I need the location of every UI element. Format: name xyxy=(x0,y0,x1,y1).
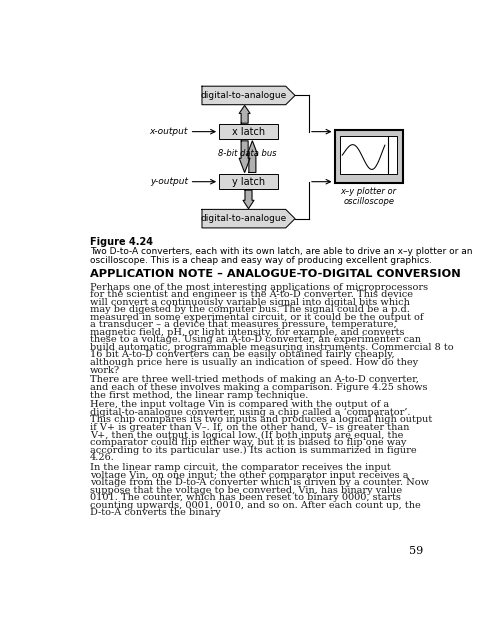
Text: There are three well-tried methods of making an A-to-D converter,: There are three well-tried methods of ma… xyxy=(90,375,418,384)
Text: if V+ is greater than V–. If, on the other hand, V– is greater than: if V+ is greater than V–. If, on the oth… xyxy=(90,423,409,432)
Text: In the linear ramp circuit, the comparator receives the input: In the linear ramp circuit, the comparat… xyxy=(90,463,391,472)
Text: oscilloscope. This is a cheap and easy way of producing excellent graphics.: oscilloscope. This is a cheap and easy w… xyxy=(90,256,431,265)
Text: these to a voltage. Using an A-to-D converter, an experimenter can: these to a voltage. Using an A-to-D conv… xyxy=(90,335,420,344)
Text: x-output: x-output xyxy=(150,127,188,136)
Text: according to its particular use.) Its action is summarized in figure: according to its particular use.) Its ac… xyxy=(90,446,416,455)
Text: Two D-to-A converters, each with its own latch, are able to drive an x–y plotter: Two D-to-A converters, each with its own… xyxy=(90,247,472,256)
Polygon shape xyxy=(202,86,295,105)
Text: Here, the input voltage Vin is compared with the output of a: Here, the input voltage Vin is compared … xyxy=(90,401,389,410)
Polygon shape xyxy=(239,105,250,123)
Text: 8-bit data bus: 8-bit data bus xyxy=(218,149,276,158)
Polygon shape xyxy=(243,190,254,209)
Text: x–y plotter or
oscilloscope: x–y plotter or oscilloscope xyxy=(340,187,396,206)
Bar xyxy=(219,174,278,189)
Text: comparator could flip either way, but it is biased to flip one way: comparator could flip either way, but it… xyxy=(90,438,406,447)
Text: for the scientist and engineer is the A-to-D converter. This device: for the scientist and engineer is the A-… xyxy=(90,290,412,299)
Text: y latch: y latch xyxy=(232,177,265,187)
Text: digital-to-analogue converter, using a chip called a ‘comparator’.: digital-to-analogue converter, using a c… xyxy=(90,408,410,417)
Text: 0101. The counter, which has been reset to binary 0000, starts: 0101. The counter, which has been reset … xyxy=(90,493,401,502)
Text: although price here is usually an indication of speed. How do they: although price here is usually an indica… xyxy=(90,358,418,367)
Text: work?: work? xyxy=(90,366,120,375)
Text: D-to-A converts the binary: D-to-A converts the binary xyxy=(90,509,220,518)
Text: y-output: y-output xyxy=(150,177,188,186)
Text: Perhaps one of the most interesting applications of microprocessors: Perhaps one of the most interesting appl… xyxy=(90,283,428,291)
Text: magnetic field, pH, or light intensity, for example, and converts: magnetic field, pH, or light intensity, … xyxy=(90,328,404,337)
Text: 16 bit A-to-D converters can be easily obtained fairly cheaply,: 16 bit A-to-D converters can be easily o… xyxy=(90,351,394,359)
Text: a transducer – a device that measures pressure, temperature,: a transducer – a device that measures pr… xyxy=(90,320,396,330)
Text: x latch: x latch xyxy=(232,126,265,137)
Text: 59: 59 xyxy=(408,546,423,556)
Polygon shape xyxy=(202,210,295,228)
Text: the first method, the linear ramp technique.: the first method, the linear ramp techni… xyxy=(90,391,308,399)
Polygon shape xyxy=(239,141,250,173)
Text: voltage Vin, on one input; the other comparator input receives a: voltage Vin, on one input; the other com… xyxy=(90,471,408,479)
Bar xyxy=(219,124,278,139)
Text: APPLICATION NOTE – ANALOGUE-TO-DIGITAL CONVERSION: APPLICATION NOTE – ANALOGUE-TO-DIGITAL C… xyxy=(90,269,460,279)
Text: measured in some experimental circuit, or it could be the output of: measured in some experimental circuit, o… xyxy=(90,313,423,322)
Text: may be digested by the computer bus. The signal could be a p.d.: may be digested by the computer bus. The… xyxy=(90,305,409,314)
Polygon shape xyxy=(247,141,258,173)
Bar xyxy=(334,130,402,183)
Text: voltage from the D-to-A converter which is driven by a counter. Now: voltage from the D-to-A converter which … xyxy=(90,478,428,487)
Text: digital-to-analogue: digital-to-analogue xyxy=(200,214,287,223)
Text: suppose that the voltage to be converted, Vin, has binary value: suppose that the voltage to be converted… xyxy=(90,486,402,495)
Text: digital-to-analogue: digital-to-analogue xyxy=(200,91,287,100)
Text: V+, then the output is logical low. (If both inputs are equal, the: V+, then the output is logical low. (If … xyxy=(90,431,403,439)
Text: 4.26.: 4.26. xyxy=(90,453,114,462)
Text: Figure 4.24: Figure 4.24 xyxy=(90,237,152,247)
Text: counting upwards, 0001, 0010, and so on. After each count up, the: counting upwards, 0001, 0010, and so on.… xyxy=(90,501,420,510)
Text: build automatic, programmable measuring instruments. Commercial 8 to: build automatic, programmable measuring … xyxy=(90,343,453,352)
Text: and each of these involves making a comparison. Figure 4.25 shows: and each of these involves making a comp… xyxy=(90,383,427,392)
Bar xyxy=(340,136,398,175)
Text: will convert a continuously variable signal into digital bits which: will convert a continuously variable sig… xyxy=(90,298,409,307)
Text: This chip compares its two inputs and produces a logical high output: This chip compares its two inputs and pr… xyxy=(90,415,432,424)
